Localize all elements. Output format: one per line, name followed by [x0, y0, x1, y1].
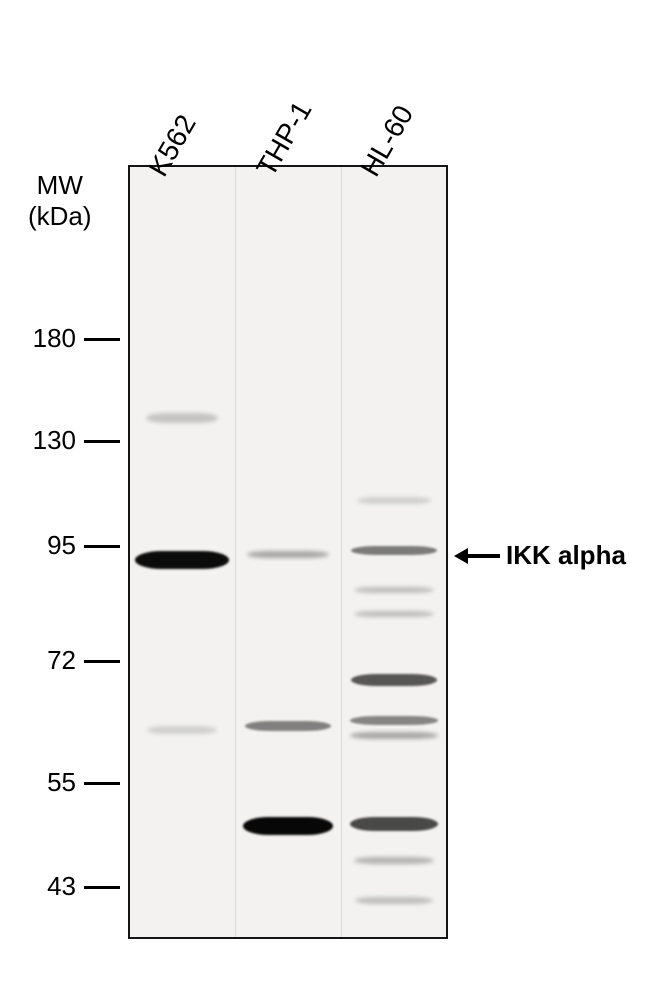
- mw-header-line2: (kDa): [28, 201, 92, 232]
- blot-band: [243, 817, 333, 835]
- blot-band: [146, 413, 218, 423]
- mw-marker-tick: [84, 886, 120, 889]
- mw-marker-label: 130: [20, 425, 76, 456]
- mw-marker-label: 43: [20, 871, 76, 902]
- mw-axis-header: MW (kDa): [28, 170, 92, 232]
- blot-band: [354, 587, 434, 593]
- mw-marker-label: 55: [20, 767, 76, 798]
- arrow-left-icon: [454, 544, 500, 568]
- blot-band: [354, 857, 434, 864]
- blot-band: [351, 674, 437, 686]
- blot-band: [351, 546, 437, 555]
- blot-band: [350, 732, 438, 739]
- blot-band: [350, 716, 438, 725]
- western-blot-figure: MW (kDa) IKK alpha K562THP-1HL-601801309…: [0, 0, 650, 982]
- target-band-annotation: IKK alpha: [454, 540, 626, 571]
- blot-band: [135, 551, 229, 569]
- blot-band: [245, 721, 331, 731]
- mw-marker-label: 72: [20, 645, 76, 676]
- blot-band: [247, 551, 329, 558]
- mw-marker-label: 95: [20, 530, 76, 561]
- mw-header-line1: MW: [28, 170, 92, 201]
- mw-marker-tick: [84, 545, 120, 548]
- target-label: IKK alpha: [506, 540, 626, 571]
- blot-band: [357, 497, 431, 504]
- blot-band: [355, 897, 433, 904]
- lane-separator: [341, 165, 342, 939]
- blot-band: [147, 726, 217, 734]
- blot-band: [354, 611, 434, 617]
- mw-marker-tick: [84, 782, 120, 785]
- mw-marker-label: 180: [20, 323, 76, 354]
- lane-separator: [235, 165, 236, 939]
- mw-marker-tick: [84, 338, 120, 341]
- mw-marker-tick: [84, 660, 120, 663]
- blot-band: [350, 817, 438, 831]
- mw-marker-tick: [84, 440, 120, 443]
